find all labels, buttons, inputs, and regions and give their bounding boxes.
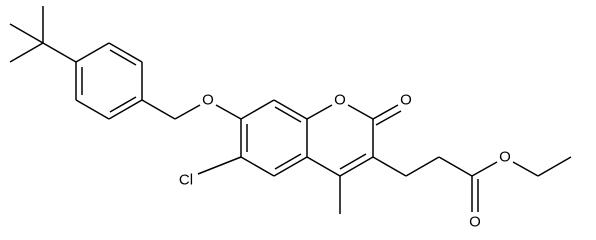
- molecule-diagram: O O O Cl O O: [9, 6, 572, 231]
- atom-label: O: [334, 92, 346, 109]
- atom-label: O: [469, 214, 481, 231]
- bonds: [9, 6, 572, 214]
- atom-labels: O O O Cl O O: [179, 92, 511, 231]
- atom-label: O: [202, 92, 214, 109]
- atom-label: O: [499, 149, 511, 166]
- atom-label: Cl: [179, 172, 193, 189]
- atom-label: O: [400, 92, 412, 109]
